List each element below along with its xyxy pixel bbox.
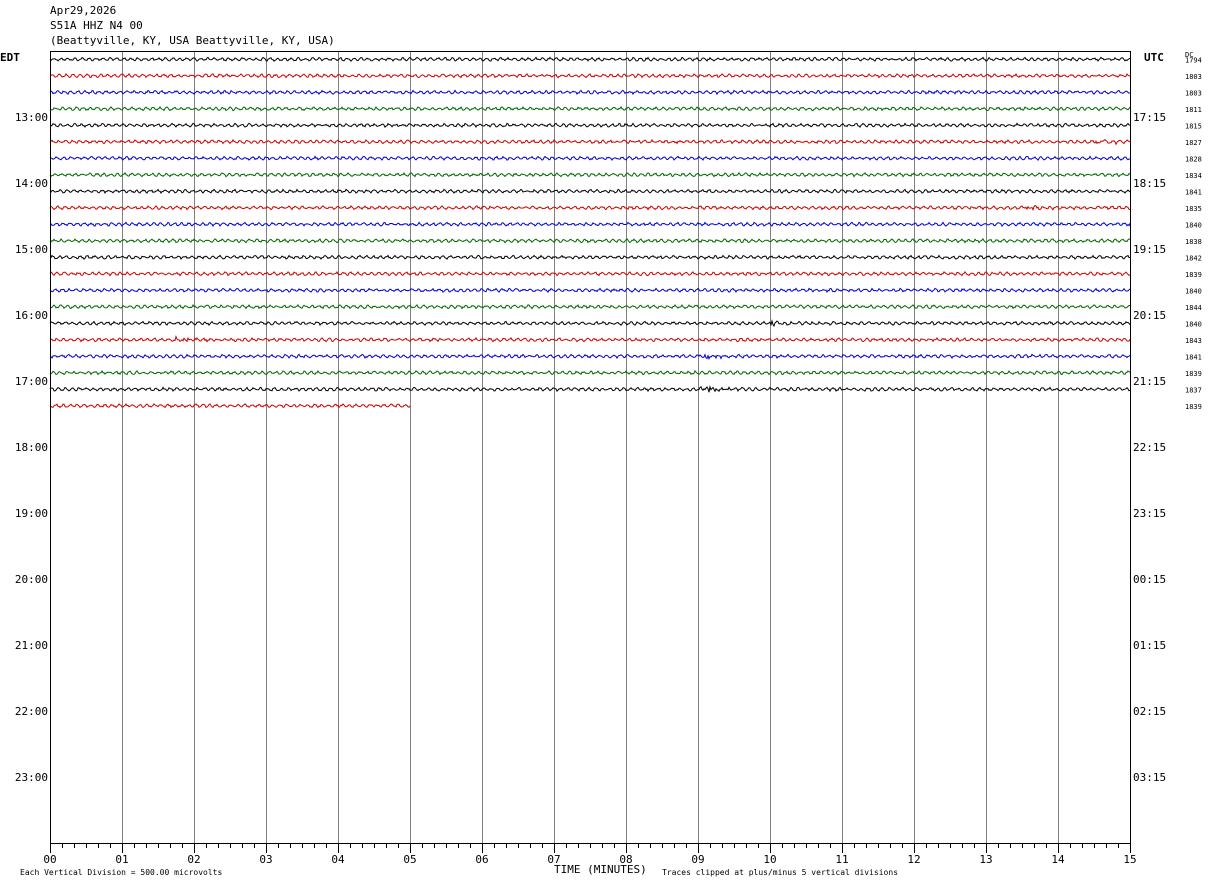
edt-hour-label: 17:00 [15,375,48,388]
dc-offset-label: 1840 [1185,287,1202,295]
edt-axis-title: EDT [0,51,20,64]
x-tick-label: 09 [691,853,704,866]
trace-row-12 [49,238,1131,244]
dc-offset-label: 1835 [1185,205,1202,213]
edt-hour-label: 22:00 [15,705,48,718]
minute-gridlines [122,51,1059,843]
utc-hour-label: 23:15 [1133,507,1166,520]
trace-row-10 [49,204,1130,212]
edt-hour-label: 23:00 [15,771,48,784]
trace-row-19 [49,353,1131,361]
utc-axis-title: UTC [1144,51,1164,64]
trace-row-6 [49,138,1131,146]
header-location: (Beattyville, KY, USA Beattyville, KY, U… [50,34,335,47]
x-tick-label: 11 [835,853,848,866]
trace-row-3 [49,89,1131,96]
trace-row-14 [49,271,1131,277]
clip-note: Traces clipped at plus/minus 5 vertical … [662,868,898,877]
trace-row-5 [49,122,1131,128]
utc-hour-label: 22:15 [1133,441,1166,454]
x-tick-label: 12 [907,853,920,866]
x-tick-label: 05 [403,853,416,866]
dc-offset-label: 1841 [1185,353,1202,361]
x-tick-label: 15 [1123,853,1136,866]
utc-hour-label: 20:15 [1133,309,1166,322]
dc-offset-label: 1839 [1185,271,1202,279]
edt-hour-label: 16:00 [15,309,48,322]
dc-offset-label: 1842 [1185,254,1202,262]
x-tick-label: 13 [979,853,992,866]
trace-row-15 [49,287,1131,294]
trace-row-1 [49,56,1131,62]
dc-offset-label: 1843 [1185,337,1202,345]
utc-hour-label: 03:15 [1133,771,1166,784]
utc-hour-label: 00:15 [1133,573,1166,586]
trace-row-13 [49,254,1130,261]
dc-axis-title: DC [1185,51,1193,59]
dc-offset-label: 1811 [1185,106,1202,114]
x-axis-title: TIME (MINUTES) [554,863,647,876]
x-axis-ticks [50,843,1131,853]
dc-offset-label: 1840 [1185,320,1202,328]
edt-hour-label: 15:00 [15,243,48,256]
trace-row-22 [49,403,411,409]
edt-hour-label: 21:00 [15,639,48,652]
edt-hour-label: 14:00 [15,177,48,190]
utc-hour-label: 19:15 [1133,243,1166,256]
trace-row-2 [49,72,1131,79]
trace-row-9 [49,188,1131,195]
trace-row-17 [49,319,1131,327]
dc-offset-label: 1839 [1185,403,1202,411]
dc-offset-label: 1803 [1185,73,1202,81]
dc-offset-label: 1794 [1185,56,1202,64]
utc-hour-label: 18:15 [1133,177,1166,190]
utc-hour-label: 01:15 [1133,639,1166,652]
x-tick-label: 00 [43,853,56,866]
dc-offset-label: 1839 [1185,370,1202,378]
trace-row-16 [49,303,1130,310]
x-tick-label: 01 [115,853,128,866]
edt-hour-label: 19:00 [15,507,48,520]
utc-hour-label: 17:15 [1133,111,1166,124]
dc-offset-label: 1838 [1185,238,1202,246]
x-tick-label: 08 [619,853,632,866]
plot-frame [50,51,1131,844]
dc-offset-label: 1803 [1185,89,1202,97]
dc-offset-label: 1840 [1185,221,1202,229]
trace-row-11 [49,221,1131,227]
x-tick-label: 10 [763,853,776,866]
dc-offset-label: 1844 [1185,304,1202,312]
dc-offset-label: 1827 [1185,139,1202,147]
x-tick-label: 06 [475,853,488,866]
x-tick-label: 02 [187,853,200,866]
x-tick-label: 04 [331,853,345,866]
trace-row-8 [49,171,1131,178]
x-tick-label: 07 [547,853,560,866]
vertical-division-note: Each Vertical Division = 500.00 microvol… [20,868,222,877]
header-date: Apr29,2026 [50,4,117,17]
trace-row-7 [49,155,1131,162]
edt-hour-label: 20:00 [15,573,48,586]
dc-offset-label: 1834 [1185,172,1202,180]
utc-hour-label: 21:15 [1133,375,1166,388]
utc-hour-label: 02:15 [1133,705,1166,718]
x-tick-label: 03 [259,853,272,866]
trace-row-4 [49,105,1131,112]
x-tick-label: 14 [1051,853,1065,866]
edt-hour-label: 18:00 [15,441,48,454]
trace-row-18 [49,334,1131,343]
trace-row-21 [49,384,1131,393]
header-station: S51A HHZ N4 00 [50,19,143,32]
trace-row-20 [49,369,1131,376]
seismic-traces [49,56,1131,409]
dc-offset-label: 1815 [1185,122,1202,130]
dc-offset-label: 1841 [1185,188,1202,196]
axis-labels: 00 01 02 03 04 05 06 07 08 09 10 11 12 13 14 15 13:00 14:… [15,56,1202,866]
dc-offset-label: 1828 [1185,155,1202,163]
dc-offset-label: 1837 [1185,386,1202,394]
edt-hour-label: 13:00 [15,111,48,124]
